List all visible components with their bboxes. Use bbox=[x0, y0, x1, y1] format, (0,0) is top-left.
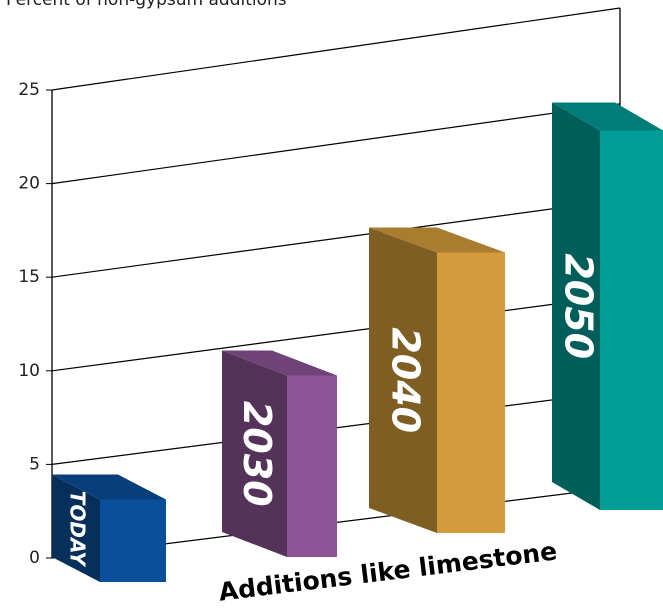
y-tick-label: 0 bbox=[29, 548, 40, 568]
y-tick-label: 15 bbox=[18, 267, 40, 287]
bar-top bbox=[369, 227, 505, 253]
chart-title: Percent of non-gypsum additions bbox=[6, 0, 287, 10]
y-tick-label: 10 bbox=[18, 361, 40, 381]
bar-top bbox=[552, 102, 663, 131]
grid-line bbox=[51, 103, 621, 185]
bar-side bbox=[369, 227, 437, 533]
bar bbox=[600, 130, 663, 510]
y-tick-label: 25 bbox=[18, 80, 40, 100]
bar bbox=[437, 252, 505, 533]
y-tick-label: 20 bbox=[18, 174, 40, 194]
bar-label: TODAY bbox=[66, 491, 90, 568]
grid-line bbox=[51, 7, 621, 91]
bar bbox=[100, 499, 166, 582]
grid-line bbox=[51, 199, 621, 278]
bar-label: 2050 bbox=[557, 253, 601, 359]
bar-side bbox=[222, 350, 287, 557]
bar-top bbox=[52, 474, 166, 500]
bar-top bbox=[222, 350, 337, 376]
grid-line bbox=[51, 294, 621, 372]
y-tick-label: 5 bbox=[29, 454, 40, 474]
bar-side bbox=[52, 474, 100, 582]
bar-side bbox=[552, 102, 600, 510]
bar-label: 2040 bbox=[384, 327, 428, 433]
bar-label: 2030 bbox=[235, 401, 279, 507]
bar bbox=[287, 375, 337, 557]
